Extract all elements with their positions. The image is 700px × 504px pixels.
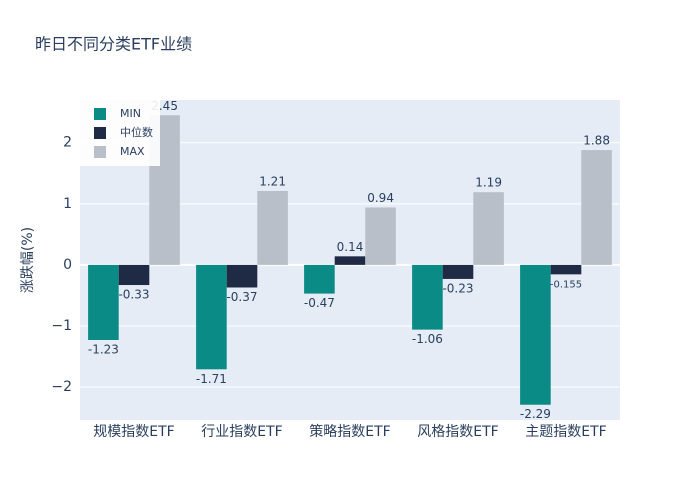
y-tick-label: 0 bbox=[63, 257, 72, 273]
value-label: -0.23 bbox=[442, 281, 473, 295]
x-tick-label: 策略指数ETF bbox=[309, 423, 390, 440]
y-tick-label: −1 bbox=[51, 318, 72, 334]
value-label: -1.06 bbox=[412, 332, 443, 346]
chart-title: 昨日不同分类ETF业绩 bbox=[35, 35, 192, 54]
y-tick-label: −2 bbox=[51, 379, 72, 395]
legend-swatch bbox=[94, 108, 106, 120]
value-label: -0.155 bbox=[550, 279, 582, 290]
value-label: 1.88 bbox=[583, 134, 610, 148]
bar bbox=[412, 264, 443, 330]
bar bbox=[334, 256, 366, 265]
legend-swatch bbox=[94, 127, 106, 139]
bars bbox=[88, 115, 612, 405]
bar bbox=[581, 150, 612, 265]
x-tick-label: 风格指数ETF bbox=[417, 424, 498, 440]
legend-label: 中位数 bbox=[120, 125, 153, 139]
legend-label: MIN bbox=[120, 107, 141, 120]
bar bbox=[442, 264, 474, 279]
bar bbox=[88, 264, 119, 340]
bar bbox=[257, 190, 288, 265]
bar bbox=[196, 264, 227, 370]
x-tick-label: 主题指数ETF bbox=[525, 424, 606, 440]
value-label: 1.19 bbox=[475, 176, 502, 190]
legend-label: MAX bbox=[120, 145, 145, 158]
x-tick-label: 规模指数ETF bbox=[93, 424, 174, 440]
y-tick-label: 1 bbox=[63, 196, 72, 212]
value-label: 0.94 bbox=[367, 191, 394, 205]
value-label: -0.33 bbox=[118, 288, 149, 302]
legend-box bbox=[80, 100, 160, 166]
value-label: 1.21 bbox=[259, 174, 286, 188]
legend-swatch bbox=[94, 146, 106, 158]
y-tick-label: 2 bbox=[63, 135, 72, 151]
value-label: -1.71 bbox=[196, 372, 227, 386]
value-label: -0.47 bbox=[304, 296, 335, 310]
value-label: -0.37 bbox=[226, 290, 257, 304]
bar bbox=[365, 207, 396, 265]
bar bbox=[304, 264, 335, 294]
bar bbox=[550, 264, 582, 275]
bar bbox=[473, 192, 504, 265]
x-tick-label: 行业指数ETF bbox=[201, 424, 282, 440]
value-label: 0.14 bbox=[337, 240, 364, 254]
bar bbox=[118, 264, 150, 286]
bar bbox=[520, 264, 551, 405]
value-label: -2.29 bbox=[520, 407, 551, 421]
bar bbox=[226, 264, 258, 288]
y-axis-title: 涨跌幅(%) bbox=[20, 227, 36, 293]
value-label: -1.23 bbox=[88, 343, 119, 357]
